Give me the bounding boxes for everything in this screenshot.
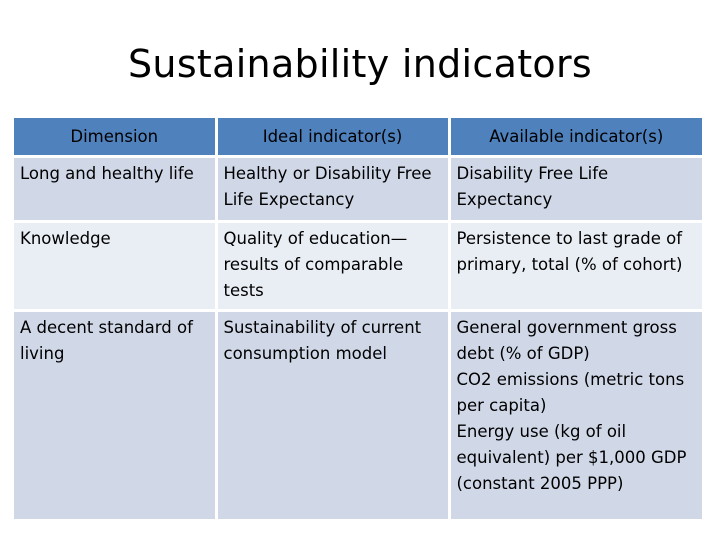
available-indicator-item: Persistence to last grade of primary, to…: [456, 229, 683, 274]
dimension-cell: A decent standard of living: [14, 309, 218, 519]
ideal-indicator-cell: Sustainability of current consumption mo…: [216, 309, 451, 519]
available-indicator-item: General government gross debt (% of GDP): [456, 318, 677, 363]
column-header-ideal-indicators: Ideal indicator(s): [216, 118, 451, 157]
available-indicator-item: CO2 emissions (metric tons per capita): [456, 370, 685, 415]
column-header-available-indicators: Available indicator(s): [449, 118, 702, 157]
available-indicator-cell: General government gross debt (% of GDP)…: [449, 309, 702, 519]
table-header-row: Dimension Ideal indicator(s) Available i…: [14, 118, 702, 157]
table-row: A decent standard of living Sustainabili…: [14, 309, 702, 519]
available-indicator-cell: Persistence to last grade of primary, to…: [449, 220, 702, 311]
available-indicator-item: Energy use (kg of oil equivalent) per $1…: [456, 422, 687, 493]
ideal-indicator-cell: Quality of education—results of comparab…: [216, 220, 451, 311]
column-header-dimension: Dimension: [14, 118, 218, 157]
available-indicator-cell: Disability Free Life Expectancy: [449, 155, 702, 222]
dimension-cell: Long and healthy life: [14, 155, 218, 222]
available-indicator-item: Disability Free Life Expectancy: [456, 164, 609, 209]
table-row: Long and healthy life Healthy or Disabil…: [14, 155, 702, 222]
indicators-table: Dimension Ideal indicator(s) Available i…: [14, 118, 702, 519]
dimension-cell: Knowledge: [14, 220, 218, 311]
ideal-indicator-cell: Healthy or Disability Free Life Expectan…: [216, 155, 451, 222]
slide-title: Sustainability indicators: [128, 42, 592, 86]
table-row: Knowledge Quality of education—results o…: [14, 220, 702, 311]
